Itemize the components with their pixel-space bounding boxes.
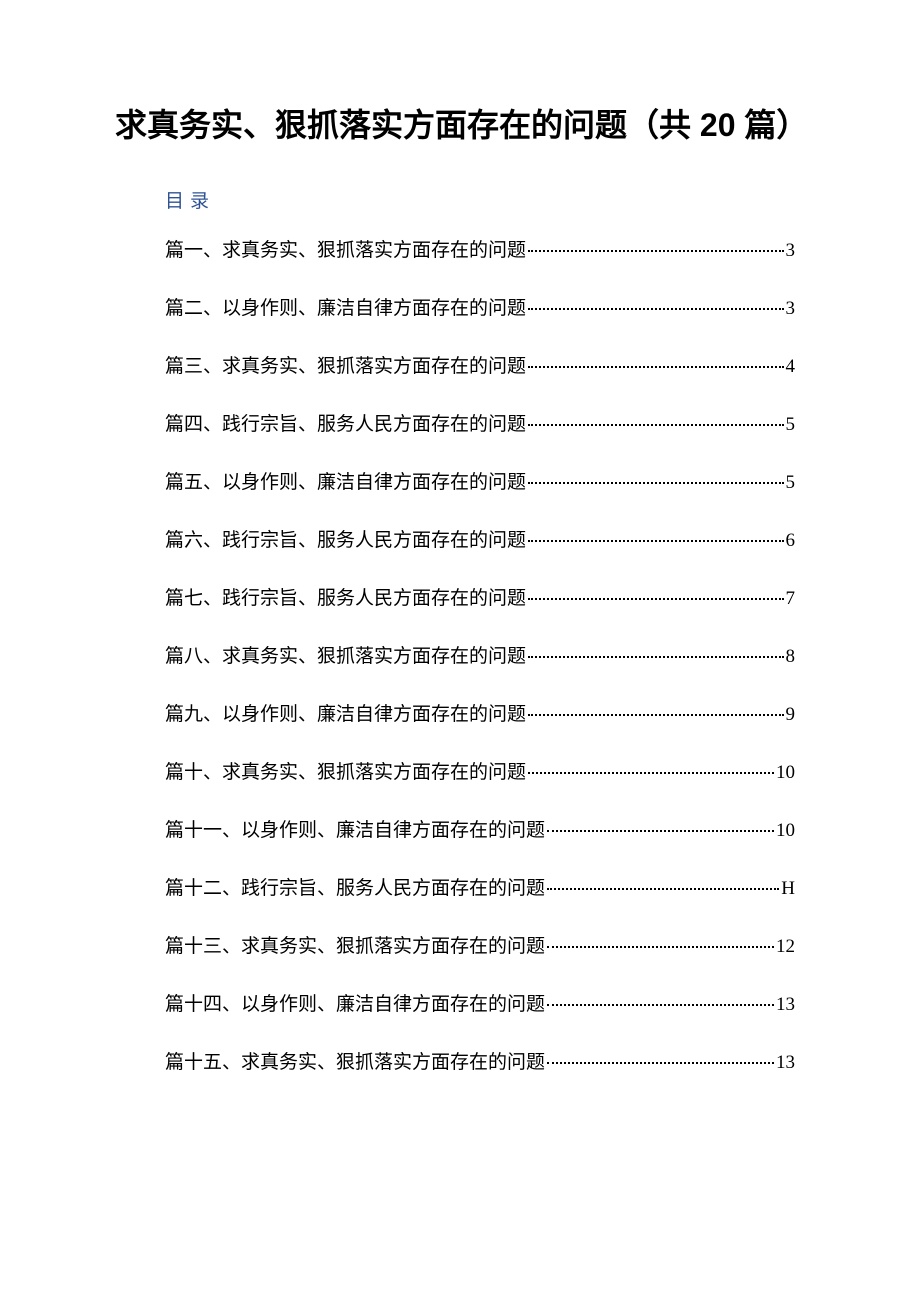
toc-entry: 篇十三、求真务实、狠抓落实方面存在的问题 12: [165, 937, 795, 956]
toc-entry: 篇九、以身作则、廉洁自律方面存在的问题 9: [165, 705, 795, 724]
toc-entry-page: 4: [786, 357, 796, 376]
toc-entry-text: 篇十四、以身作则、廉洁自律方面存在的问题: [165, 995, 545, 1014]
toc-entry-text: 篇十二、践行宗旨、服务人民方面存在的问题: [165, 879, 545, 898]
toc-leader-dots: [547, 1004, 774, 1006]
toc-leader-dots: [528, 540, 783, 542]
toc-leader-dots: [547, 888, 779, 890]
toc-entry-page: 5: [786, 415, 796, 434]
toc-entry: 篇十五、求真务实、狠抓落实方面存在的问题 13: [165, 1053, 795, 1072]
toc-entry: 篇十四、以身作则、廉洁自律方面存在的问题 13: [165, 995, 795, 1014]
toc-entry-text: 篇十五、求真务实、狠抓落实方面存在的问题: [165, 1053, 545, 1072]
toc-entry: 篇八、求真务实、狠抓落实方面存在的问题 8: [165, 647, 795, 666]
toc-entry-text: 篇六、践行宗旨、服务人民方面存在的问题: [165, 531, 526, 550]
toc-entry-text: 篇九、以身作则、廉洁自律方面存在的问题: [165, 705, 526, 724]
toc-entry: 篇十一、以身作则、廉洁自律方面存在的问题 10: [165, 821, 795, 840]
toc-entry: 篇三、求真务实、狠抓落实方面存在的问题 4: [165, 357, 795, 376]
toc-entry: 篇五、以身作则、廉洁自律方面存在的问题 5: [165, 473, 795, 492]
toc-entry-text: 篇一、求真务实、狠抓落实方面存在的问题: [165, 241, 526, 260]
toc-entry-text: 篇七、践行宗旨、服务人民方面存在的问题: [165, 589, 526, 608]
toc-entry-page: 10: [776, 821, 795, 840]
toc-leader-dots: [528, 656, 783, 658]
toc-heading: 目录: [165, 186, 805, 213]
toc-entry-page: 5: [786, 473, 796, 492]
toc-entry-text: 篇四、践行宗旨、服务人民方面存在的问题: [165, 415, 526, 434]
document-title: 求真务实、狠抓落实方面存在的问题（共 20 篇）: [115, 100, 805, 151]
toc-entry-page: 3: [786, 241, 796, 260]
toc-leader-dots: [528, 598, 783, 600]
toc-leader-dots: [528, 772, 774, 774]
toc-entry-page: 6: [786, 531, 796, 550]
toc-entry-text: 篇十、求真务实、狠抓落实方面存在的问题: [165, 763, 526, 782]
toc-entry-page: 7: [786, 589, 796, 608]
toc-entry-text: 篇十三、求真务实、狠抓落实方面存在的问题: [165, 937, 545, 956]
toc-list: 篇一、求真务实、狠抓落实方面存在的问题 3 篇二、以身作则、廉洁自律方面存在的问…: [165, 241, 795, 1072]
toc-leader-dots: [528, 250, 783, 252]
toc-entry-page: 8: [786, 647, 796, 666]
toc-entry-page: 3: [786, 299, 796, 318]
toc-leader-dots: [528, 482, 783, 484]
toc-entry-text: 篇三、求真务实、狠抓落实方面存在的问题: [165, 357, 526, 376]
toc-entry: 篇七、践行宗旨、服务人民方面存在的问题 7: [165, 589, 795, 608]
toc-entry-text: 篇八、求真务实、狠抓落实方面存在的问题: [165, 647, 526, 666]
toc-entry-page: H: [781, 879, 795, 898]
toc-entry-page: 10: [776, 763, 795, 782]
toc-entry-page: 12: [776, 937, 795, 956]
toc-entry-text: 篇十一、以身作则、廉洁自律方面存在的问题: [165, 821, 545, 840]
toc-entry-text: 篇二、以身作则、廉洁自律方面存在的问题: [165, 299, 526, 318]
toc-entry-page: 13: [776, 995, 795, 1014]
toc-entry: 篇一、求真务实、狠抓落实方面存在的问题 3: [165, 241, 795, 260]
toc-entry: 篇十、求真务实、狠抓落实方面存在的问题 10: [165, 763, 795, 782]
toc-leader-dots: [528, 424, 783, 426]
toc-leader-dots: [547, 830, 774, 832]
toc-entry: 篇十二、践行宗旨、服务人民方面存在的问题 H: [165, 879, 795, 898]
toc-entry: 篇六、践行宗旨、服务人民方面存在的问题 6: [165, 531, 795, 550]
toc-leader-dots: [547, 946, 774, 948]
toc-leader-dots: [547, 1062, 774, 1064]
toc-entry-text: 篇五、以身作则、廉洁自律方面存在的问题: [165, 473, 526, 492]
toc-leader-dots: [528, 366, 783, 368]
toc-entry-page: 9: [786, 705, 796, 724]
toc-leader-dots: [528, 308, 783, 310]
toc-leader-dots: [528, 714, 783, 716]
toc-entry-page: 13: [776, 1053, 795, 1072]
toc-entry: 篇四、践行宗旨、服务人民方面存在的问题 5: [165, 415, 795, 434]
toc-entry: 篇二、以身作则、廉洁自律方面存在的问题 3: [165, 299, 795, 318]
